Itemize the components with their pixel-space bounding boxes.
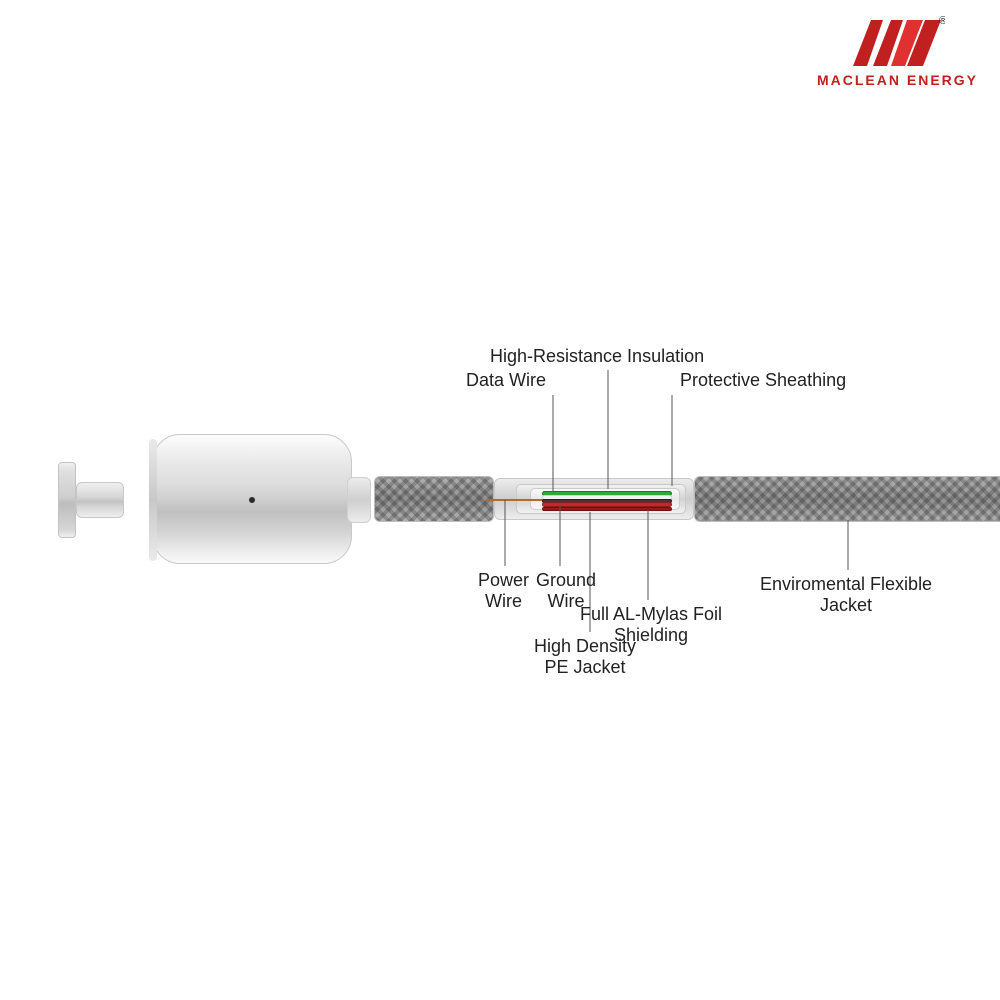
tip-plate	[58, 462, 76, 538]
cable-cross-section	[494, 474, 694, 524]
braided-cable-right	[694, 476, 1000, 522]
label-high-resistance: High-Resistance Insulation	[490, 346, 704, 367]
diagram-stage: ® MACLEAN ENERGY Data Wire High-Resist	[0, 0, 1000, 1000]
svg-text:®: ®	[939, 15, 945, 27]
power-wire-darkred	[542, 507, 672, 511]
connector-tip	[58, 462, 126, 538]
head-led-dot	[249, 497, 255, 503]
label-env-flexible-jacket: Enviromental Flexible Jacket	[760, 574, 932, 615]
brand-name-line1: MACLEAN	[817, 72, 901, 88]
brand-name-line2: ENERGY	[907, 72, 978, 88]
braided-cable-left	[374, 476, 494, 522]
label-full-al-mylas: Full AL-Mylas Foil Shielding	[580, 604, 722, 645]
brand-logo: ® MACLEAN ENERGY	[817, 14, 978, 88]
tip-plug	[76, 482, 124, 518]
label-power-wire: Power Wire	[478, 570, 529, 611]
label-data-wire: Data Wire	[466, 370, 546, 391]
label-protective-sheathing: Protective Sheathing	[680, 370, 846, 391]
brand-logo-mark: ®	[849, 14, 945, 70]
power-wire-bare	[486, 499, 546, 501]
brand-name: MACLEAN ENERGY	[817, 72, 978, 88]
magnetic-head	[152, 434, 352, 564]
head-neck	[347, 477, 371, 523]
